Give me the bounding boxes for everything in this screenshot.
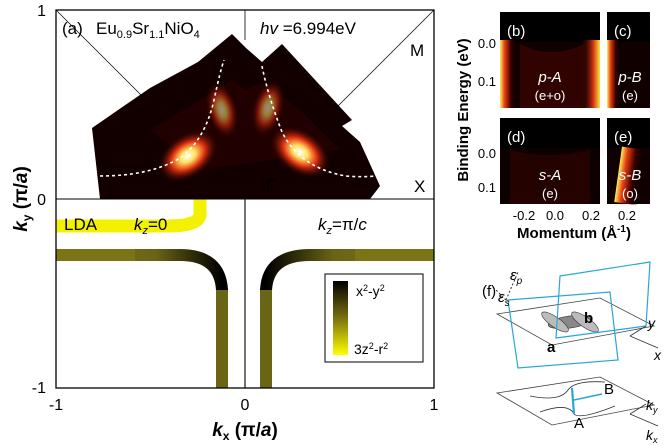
y-axis-label: ky (π/a)	[11, 166, 34, 232]
eps-s-label: εs	[498, 289, 510, 309]
x-tick-neg1: -1	[49, 397, 63, 414]
eps-p-label: εp	[510, 267, 523, 287]
y-tick-neg1: -1	[32, 380, 46, 397]
compound-formula: Eu0.9Sr1.1NiO4	[96, 19, 200, 41]
edc-y-tick-1: 0.1	[478, 74, 496, 89]
edc-y-tick-0: 0.0	[478, 36, 496, 51]
legend-top-label: x2-y2	[356, 283, 385, 299]
axis-x-label: x	[653, 347, 662, 363]
panel-d-label: (d)	[507, 129, 525, 146]
kz-pi-label: kz=π/c	[318, 215, 367, 237]
geometry-panel: (f) εp εs a b y x A B ky kx	[482, 261, 662, 445]
axis-y-label: y	[647, 315, 656, 331]
panel-e-sub: (o)	[622, 186, 638, 201]
edc-y-tick-3: 0.1	[478, 180, 496, 195]
lda-label: LDA	[64, 215, 98, 234]
panel-c-name: p-B	[617, 69, 641, 86]
panel-f-label: (f)	[482, 283, 496, 300]
edc-y-tick-2: 0.0	[478, 146, 496, 161]
panel-e-name: s-B	[619, 167, 642, 184]
panel-label-a: (a)	[62, 19, 83, 38]
x-axis-label: kx (π/a)	[212, 420, 278, 443]
panel-b-sub: (e+o)	[535, 88, 566, 103]
panel-e-label: (e)	[614, 129, 632, 146]
lda-curve-lower-left	[56, 249, 228, 388]
lda-curve-upper-left	[56, 199, 207, 233]
panel-c-label: (c)	[614, 23, 632, 40]
edc-x-tick-0: -0.2	[513, 208, 535, 223]
orbital-legend-gradient	[333, 281, 348, 355]
x-tick-0: 0	[241, 397, 250, 414]
fermi-contour-right	[261, 65, 389, 178]
ky-label: ky	[646, 397, 658, 415]
cut-A-label: A	[574, 415, 584, 432]
edc-x-tick-1: 0.0	[546, 208, 564, 223]
y-tick-1: 1	[37, 3, 46, 20]
y-tick-0: 0	[37, 192, 46, 209]
lda-curve-lower-right	[260, 249, 434, 388]
hot-spot-left	[157, 129, 219, 183]
legend-bottom-label: 3z2-r2	[354, 341, 388, 357]
hot-spot-right	[269, 125, 331, 179]
gamma-label: Γ	[266, 176, 276, 196]
panel-b-label: (b)	[507, 23, 525, 40]
panel-c-sub: (e)	[622, 88, 638, 103]
panel-d-sub: (e)	[542, 186, 558, 201]
edc-y-axis-label: Binding Energy (eV)	[455, 38, 472, 181]
mirror-plane-a	[507, 291, 619, 369]
photon-energy: hv =6.994eV	[260, 19, 357, 38]
panel-b-name: p-A	[537, 69, 561, 86]
cut-B-label: B	[604, 381, 614, 398]
plane-a-label: a	[547, 339, 556, 356]
x-tick-1: 1	[430, 397, 439, 414]
edc-x-axis-label: Momentum (Å-1)	[517, 224, 631, 242]
edc-x-tick-2: 0.2	[582, 208, 600, 223]
brillouin-plane	[495, 376, 656, 426]
main-fermi-surface-panel	[56, 10, 434, 388]
corner-label-X: X	[414, 177, 425, 196]
plane-b-label: b	[584, 310, 593, 327]
kz-zero-label: kz=0	[134, 215, 167, 237]
panel-d-name: s-A	[539, 167, 562, 184]
arpes-cut-panels: (b) (c) (d) (e) p-A (e+o) p-B (e) s-A (e…	[455, 12, 650, 242]
edc-x-tick-3: 0.2	[618, 208, 636, 223]
kx-label: kx	[646, 427, 658, 445]
corner-label-M: M	[410, 41, 424, 60]
